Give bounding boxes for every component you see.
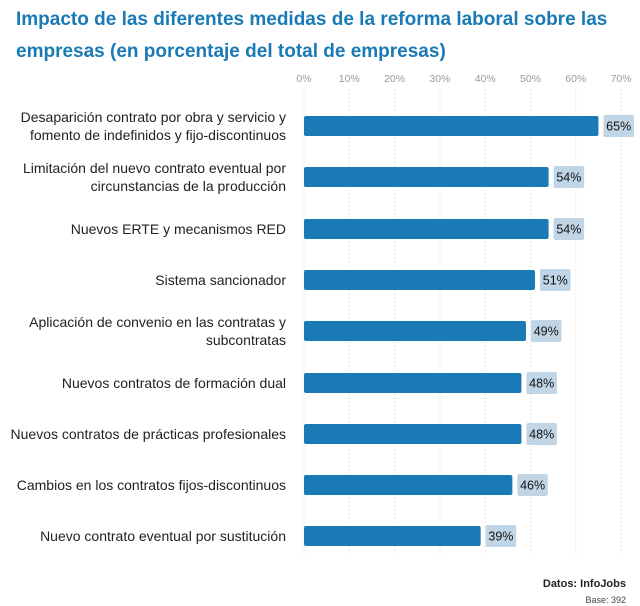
bar xyxy=(304,167,549,187)
value-label-bg xyxy=(553,218,585,240)
bar xyxy=(304,321,526,341)
x-tick-label: 0% xyxy=(296,73,311,85)
value-label-bg xyxy=(603,115,634,137)
x-tick-label: 20% xyxy=(384,73,405,85)
value-label: 65% xyxy=(606,120,631,134)
category-label: Nuevos ERTE y mecanismos RED xyxy=(70,221,286,237)
category-label: Nuevo contrato eventual por sustitución xyxy=(40,528,286,544)
bar xyxy=(304,373,522,393)
value-label-bg xyxy=(530,320,562,342)
value-label: 54% xyxy=(556,171,581,185)
value-label: 48% xyxy=(529,428,554,442)
category-label: Sistema sancionador xyxy=(155,272,286,288)
value-label: 49% xyxy=(534,325,559,339)
x-tick-label: 60% xyxy=(565,73,586,85)
chart-title: Impacto de las diferentes medidas de la … xyxy=(16,9,608,62)
sample-base: Base: 392 xyxy=(585,595,626,605)
value-label-bg xyxy=(517,474,548,496)
bar xyxy=(304,116,599,136)
bar xyxy=(304,219,549,239)
x-tick-label: 50% xyxy=(520,73,541,85)
data-source: Datos: InfoJobs xyxy=(542,578,626,590)
bar xyxy=(304,526,481,546)
category-label: Nuevos contratos de formación dual xyxy=(61,375,286,391)
value-label: 54% xyxy=(556,223,581,237)
bar xyxy=(304,270,536,290)
x-tick-label: 30% xyxy=(429,73,450,85)
bar xyxy=(304,424,522,444)
x-tick-label: 10% xyxy=(339,73,360,85)
value-label-bg xyxy=(526,423,557,445)
value-label: 39% xyxy=(488,530,513,544)
value-label-bg xyxy=(540,269,571,291)
category-label: Nuevos contratos de prácticas profesiona… xyxy=(10,426,286,442)
bar xyxy=(304,475,513,495)
x-tick-label: 70% xyxy=(611,73,632,85)
category-label: Desaparición contrato por obra y servici… xyxy=(20,109,286,143)
value-label-bg xyxy=(553,166,585,188)
value-label: 51% xyxy=(543,274,568,288)
x-tick-label: 40% xyxy=(475,73,496,85)
category-label: Aplicación de convenio en las contratas … xyxy=(29,314,286,348)
value-label-bg xyxy=(526,372,557,394)
category-label: Limitación del nuevo contrato eventual p… xyxy=(22,160,286,194)
value-label: 48% xyxy=(529,377,554,391)
value-label-bg xyxy=(485,525,517,547)
category-label: Cambios en los contratos fijos-discontin… xyxy=(16,477,286,493)
value-label: 46% xyxy=(520,479,545,493)
